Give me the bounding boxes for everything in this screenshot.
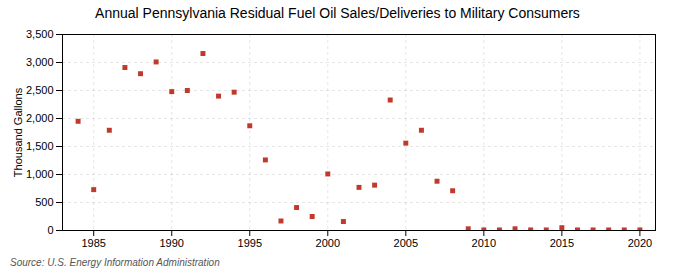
svg-text:2,000: 2,000 — [26, 112, 54, 124]
svg-text:3,000: 3,000 — [26, 56, 54, 68]
svg-text:2020: 2020 — [628, 237, 652, 249]
svg-text:2010: 2010 — [472, 237, 496, 249]
svg-text:2005: 2005 — [394, 237, 418, 249]
svg-text:3,500: 3,500 — [26, 28, 54, 40]
svg-text:Thousand Gallons: Thousand Gallons — [12, 87, 24, 177]
html-text:Annual Pennsylvania Residual F: Annual Pennsylvania Residual Fuel Oil Sa… — [95, 5, 580, 21]
svg-text:2015: 2015 — [550, 237, 574, 249]
svg-text:1995: 1995 — [238, 237, 262, 249]
svg-text:1,500: 1,500 — [26, 140, 54, 152]
svg-text:1985: 1985 — [81, 237, 105, 249]
svg-text:500: 500 — [35, 196, 53, 208]
svg-text:2,500: 2,500 — [26, 84, 54, 96]
svg-text:2000: 2000 — [316, 237, 340, 249]
svg-text:0: 0 — [47, 224, 53, 236]
html-text:Source: U.S. Energy Informatio: Source: U.S. Energy Information Administ… — [10, 257, 220, 268]
svg-text:1,000: 1,000 — [26, 168, 54, 180]
svg-text:1990: 1990 — [159, 237, 183, 249]
